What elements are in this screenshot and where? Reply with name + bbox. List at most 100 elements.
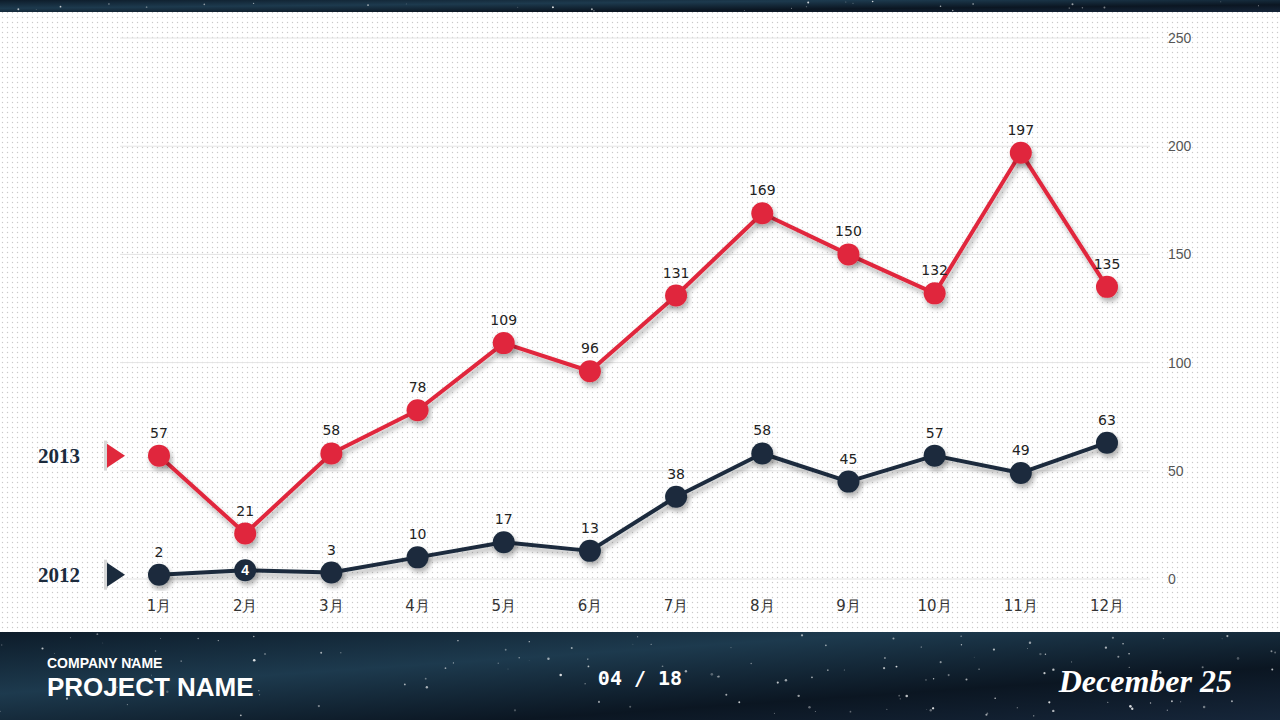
star <box>1122 643 1123 644</box>
star <box>973 656 975 658</box>
star <box>744 10 745 11</box>
star <box>1220 1 1221 2</box>
star <box>926 709 928 711</box>
star <box>1231 700 1233 702</box>
marker <box>148 564 170 586</box>
star <box>1221 638 1223 640</box>
star <box>405 3 407 5</box>
y-tick-label: 250 <box>1168 30 1192 46</box>
legend-entry: 2013 <box>38 441 125 471</box>
data-label: 4 <box>241 562 249 578</box>
star <box>507 668 509 670</box>
data-label: 58 <box>322 422 340 438</box>
data-label: 49 <box>1012 442 1030 458</box>
y-tick-label: 200 <box>1168 138 1192 154</box>
star <box>528 660 530 662</box>
data-label: 96 <box>581 340 599 356</box>
star <box>843 669 845 671</box>
data-label: 109 <box>490 312 517 328</box>
marker <box>837 243 859 265</box>
data-label: 57 <box>150 425 168 441</box>
x-tick-label: 4月 <box>405 597 430 615</box>
star <box>264 653 266 655</box>
grid-line <box>120 254 1150 255</box>
x-tick-label: 11月 <box>1004 597 1038 615</box>
star <box>1180 701 1181 702</box>
x-tick-label: 1月 <box>147 597 172 615</box>
top-band <box>0 0 1280 12</box>
marker <box>234 523 256 545</box>
marker <box>665 285 687 307</box>
star <box>340 652 341 653</box>
star <box>960 636 961 637</box>
star <box>253 659 256 662</box>
star <box>985 714 987 716</box>
star <box>886 709 887 710</box>
grid-line <box>120 38 1150 39</box>
star <box>872 1 874 3</box>
data-label: 58 <box>753 422 771 438</box>
marker <box>579 540 601 562</box>
star <box>711 673 714 676</box>
legend-entry: 2012 <box>38 560 125 590</box>
star <box>585 683 586 684</box>
grid-line <box>120 146 1150 147</box>
star <box>785 679 787 681</box>
star <box>637 636 639 638</box>
date: December 25 <box>1058 663 1232 699</box>
star <box>445 667 447 669</box>
star <box>127 704 128 705</box>
background <box>0 0 1280 720</box>
x-tick-label: 2月 <box>233 597 258 615</box>
legend-bar <box>104 560 107 590</box>
star <box>35 8 37 10</box>
star <box>1052 710 1054 712</box>
grid-line <box>120 362 1150 363</box>
marker <box>1010 142 1032 164</box>
marker <box>751 202 773 224</box>
star <box>801 634 803 636</box>
grid-line <box>120 470 1150 471</box>
star <box>791 7 793 9</box>
star <box>1167 710 1168 711</box>
star <box>547 658 549 660</box>
data-label: 13 <box>581 520 599 536</box>
footer-band <box>0 632 1280 720</box>
marker <box>579 360 601 382</box>
star <box>320 652 322 654</box>
star <box>571 647 573 649</box>
slide: 0501001502002501月2月3月4月5月6月7月8月9月10月11月1… <box>0 0 1280 720</box>
marker <box>493 332 515 354</box>
data-label: 63 <box>1098 412 1116 428</box>
star <box>774 713 775 714</box>
star <box>529 641 530 642</box>
star <box>632 643 634 645</box>
star <box>1107 702 1108 703</box>
marker <box>148 445 170 467</box>
star <box>160 637 162 639</box>
x-tick-label: 3月 <box>319 597 344 615</box>
marker <box>1096 276 1118 298</box>
star <box>850 711 852 713</box>
star <box>155 650 157 652</box>
star <box>948 674 950 676</box>
star <box>884 657 886 659</box>
marker <box>837 471 859 493</box>
star <box>921 646 922 647</box>
star <box>933 707 935 709</box>
star <box>1171 700 1173 702</box>
data-label: 131 <box>663 265 690 281</box>
star <box>777 681 779 683</box>
star <box>559 674 562 677</box>
marker <box>493 531 515 553</box>
star <box>60 6 62 8</box>
x-tick-label: 7月 <box>664 597 689 615</box>
data-label: 2 <box>155 544 164 560</box>
star <box>1112 637 1114 639</box>
dotted-background <box>0 12 1280 632</box>
star <box>883 667 885 669</box>
star <box>1105 647 1107 649</box>
star <box>1048 701 1050 703</box>
legend-bar <box>104 441 107 471</box>
marker <box>665 486 687 508</box>
